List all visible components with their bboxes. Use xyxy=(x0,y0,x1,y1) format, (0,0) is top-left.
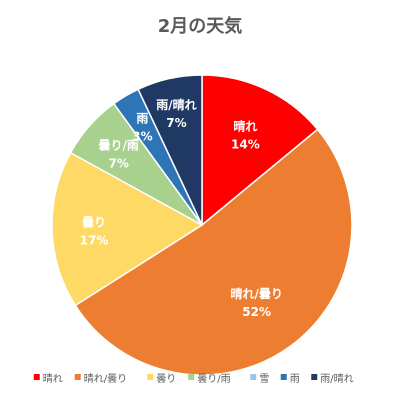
legend-label-3: 曇り/雨 xyxy=(197,373,230,385)
legend-label-0: 晴れ xyxy=(43,372,63,385)
slice-category-label-1: 晴れ/曇り xyxy=(230,286,282,301)
slice-labels: 晴れ 14% 晴れ/曇り 52% 曇り 17% 曇り/雨 7% 雨 3% 雨/晴れ 7% xyxy=(80,97,283,319)
legend-label-2: 曇り xyxy=(156,373,176,385)
legend-swatch-6 xyxy=(311,374,318,380)
legend-label-4: 雪 xyxy=(259,373,269,385)
slice-category-label-6: 雨/晴れ xyxy=(156,97,196,112)
pie-slices xyxy=(51,74,353,376)
legend-swatch-4 xyxy=(250,374,257,380)
slice-category-label-2: 曇り xyxy=(82,215,106,229)
slice-value-label-0: 14% xyxy=(231,138,260,152)
slice-value-label-6: 7% xyxy=(166,116,186,130)
slice-category-label-3: 曇り/雨 xyxy=(99,139,139,153)
slice-value-label-2: 17% xyxy=(80,233,109,247)
legend-label-6: 雨/晴れ xyxy=(320,372,353,385)
legend-swatch-5 xyxy=(280,374,287,380)
chart-title: 2月の天気 xyxy=(158,15,243,37)
slice-value-label-1: 52% xyxy=(242,305,271,319)
pie-slice-6 xyxy=(137,74,203,226)
legend: 晴れ 晴れ/曇り 曇り 曇り/雨 雪 雨 雨/晴れ xyxy=(33,372,354,385)
legend-swatch-3 xyxy=(188,374,195,380)
slice-category-label-5: 雨 xyxy=(136,111,148,125)
slice-value-label-3: 7% xyxy=(109,157,129,171)
pie-slice-1 xyxy=(74,128,353,376)
legend-swatch-2 xyxy=(147,374,154,380)
pie-slice-0 xyxy=(201,74,319,227)
slice-category-label-0: 晴れ xyxy=(233,119,257,134)
legend-swatch-1 xyxy=(74,374,81,380)
legend-label-5: 雨 xyxy=(290,374,300,385)
pie-slice-2 xyxy=(51,151,204,307)
legend-label-1: 晴れ/曇り xyxy=(84,372,127,385)
legend-swatch-0 xyxy=(33,374,40,380)
slice-value-label-5: 3% xyxy=(132,129,152,143)
